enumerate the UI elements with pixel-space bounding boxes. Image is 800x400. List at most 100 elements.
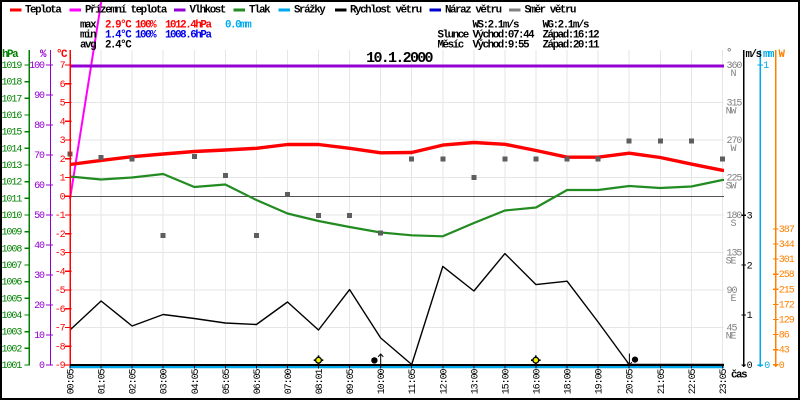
svg-text:10: 10 bbox=[34, 331, 45, 342]
svg-text:m/s: m/s bbox=[746, 49, 762, 61]
svg-text:°C: °C bbox=[56, 49, 68, 61]
svg-text:-8: -8 bbox=[55, 342, 66, 353]
svg-text:06:05: 06:05 bbox=[253, 368, 264, 394]
svg-text:2: 2 bbox=[747, 261, 753, 272]
svg-text:50: 50 bbox=[34, 211, 45, 222]
svg-text:mm: mm bbox=[763, 49, 775, 61]
svg-text:Slunce: Slunce bbox=[438, 30, 469, 42]
svg-text:2.4°C: 2.4°C bbox=[105, 40, 132, 52]
svg-text:7: 7 bbox=[60, 61, 66, 72]
svg-text:19:00: 19:00 bbox=[595, 368, 606, 394]
svg-text:1014: 1014 bbox=[1, 144, 22, 155]
svg-text:16:00: 16:00 bbox=[533, 368, 544, 394]
svg-text:-4: -4 bbox=[55, 267, 66, 278]
svg-text:0: 0 bbox=[764, 361, 770, 372]
svg-text:0: 0 bbox=[60, 192, 66, 203]
svg-text:1005: 1005 bbox=[1, 294, 22, 305]
svg-text:N: N bbox=[731, 69, 737, 80]
svg-text:-5: -5 bbox=[55, 286, 66, 297]
svg-text:Přízemní teplota: Přízemní teplota bbox=[85, 5, 168, 17]
svg-text:Vlhkost: Vlhkost bbox=[190, 5, 226, 17]
svg-text:1: 1 bbox=[763, 61, 769, 72]
svg-text:90: 90 bbox=[727, 286, 738, 297]
svg-text:Náraz větru: Náraz větru bbox=[445, 5, 502, 17]
svg-text:Západ:16:12: Západ:16:12 bbox=[543, 30, 600, 42]
svg-text:10.1.2000: 10.1.2000 bbox=[366, 50, 433, 67]
svg-text:1018: 1018 bbox=[1, 78, 22, 89]
svg-text:Směr větru: Směr větru bbox=[525, 5, 577, 17]
svg-text:1004: 1004 bbox=[1, 311, 22, 322]
svg-text:1017: 1017 bbox=[1, 94, 22, 105]
svg-text:-9: -9 bbox=[55, 361, 66, 372]
svg-text:315: 315 bbox=[727, 99, 743, 110]
svg-text:60: 60 bbox=[34, 181, 45, 192]
svg-text:1007: 1007 bbox=[1, 261, 22, 272]
svg-text:100: 100 bbox=[29, 61, 45, 72]
svg-text:SE: SE bbox=[726, 257, 737, 268]
svg-text:Východ:9:55: Východ:9:55 bbox=[473, 40, 530, 52]
svg-text:13:00: 13:00 bbox=[470, 368, 481, 394]
svg-text:Západ:20:11: Západ:20:11 bbox=[543, 40, 601, 52]
svg-text:1019: 1019 bbox=[1, 61, 22, 72]
svg-text:1008: 1008 bbox=[1, 244, 22, 255]
svg-text:2.9°C: 2.9°C bbox=[105, 20, 132, 32]
svg-text:387: 387 bbox=[779, 225, 795, 236]
svg-text:1: 1 bbox=[747, 311, 753, 322]
svg-text:1013: 1013 bbox=[1, 161, 22, 172]
svg-text:0: 0 bbox=[39, 361, 45, 372]
svg-text:100%: 100% bbox=[135, 30, 157, 42]
svg-text:SW: SW bbox=[726, 182, 737, 193]
svg-text:Tlak: Tlak bbox=[249, 5, 271, 17]
svg-text:1.4°C: 1.4°C bbox=[105, 30, 132, 42]
svg-text:E: E bbox=[731, 294, 737, 305]
svg-text:%: % bbox=[40, 49, 47, 61]
svg-text:09:05: 09:05 bbox=[346, 368, 357, 394]
svg-text:WS:2.1m/s: WS:2.1m/s bbox=[473, 20, 519, 32]
svg-text:5: 5 bbox=[60, 99, 66, 110]
svg-text:40: 40 bbox=[34, 241, 45, 252]
svg-text:1001: 1001 bbox=[1, 361, 22, 372]
svg-text:0: 0 bbox=[779, 361, 785, 372]
svg-text:135: 135 bbox=[727, 249, 743, 260]
svg-text:80: 80 bbox=[34, 121, 45, 132]
svg-text:03:00: 03:00 bbox=[160, 368, 171, 394]
svg-text:45: 45 bbox=[727, 324, 738, 335]
svg-text:1015: 1015 bbox=[1, 128, 22, 139]
svg-text:08:01: 08:01 bbox=[315, 368, 326, 394]
svg-text:180: 180 bbox=[727, 211, 743, 222]
svg-text:172: 172 bbox=[779, 300, 795, 311]
svg-text:129: 129 bbox=[779, 316, 795, 327]
svg-text:1012.4hPa: 1012.4hPa bbox=[165, 20, 212, 32]
svg-text:4: 4 bbox=[60, 117, 66, 128]
svg-text:23:05: 23:05 bbox=[719, 368, 730, 394]
svg-text:215: 215 bbox=[779, 285, 795, 296]
svg-text:15:00: 15:00 bbox=[501, 368, 512, 394]
svg-text:270: 270 bbox=[727, 136, 743, 147]
svg-text:-3: -3 bbox=[55, 249, 66, 260]
svg-text:43: 43 bbox=[779, 346, 790, 357]
svg-text:05:05: 05:05 bbox=[222, 368, 233, 394]
svg-text:225: 225 bbox=[727, 174, 743, 185]
svg-text:WG:2.1m/s: WG:2.1m/s bbox=[543, 20, 589, 32]
svg-text:1: 1 bbox=[60, 174, 66, 185]
svg-text:04:05: 04:05 bbox=[191, 368, 202, 394]
svg-text:min: min bbox=[80, 30, 96, 42]
svg-text:čas: čas bbox=[731, 370, 747, 382]
svg-text:07:00: 07:00 bbox=[284, 368, 295, 394]
svg-text:18:00: 18:00 bbox=[564, 368, 575, 394]
svg-text:Teplota: Teplota bbox=[25, 5, 62, 17]
svg-text:344: 344 bbox=[779, 240, 795, 251]
svg-text:100%: 100% bbox=[135, 20, 157, 32]
svg-text:-2: -2 bbox=[55, 230, 66, 241]
svg-text:1011: 1011 bbox=[1, 194, 22, 205]
svg-text:1010: 1010 bbox=[1, 211, 22, 222]
svg-text:00:05: 00:05 bbox=[67, 368, 78, 394]
svg-text:1012: 1012 bbox=[1, 178, 22, 189]
svg-text:1003: 1003 bbox=[1, 328, 22, 339]
svg-text:301: 301 bbox=[779, 255, 795, 266]
svg-text:86: 86 bbox=[779, 331, 790, 342]
svg-text:360: 360 bbox=[727, 61, 743, 72]
svg-text:20:05: 20:05 bbox=[626, 368, 637, 394]
svg-text:Srážky: Srážky bbox=[294, 5, 326, 17]
svg-text:W: W bbox=[779, 49, 786, 61]
